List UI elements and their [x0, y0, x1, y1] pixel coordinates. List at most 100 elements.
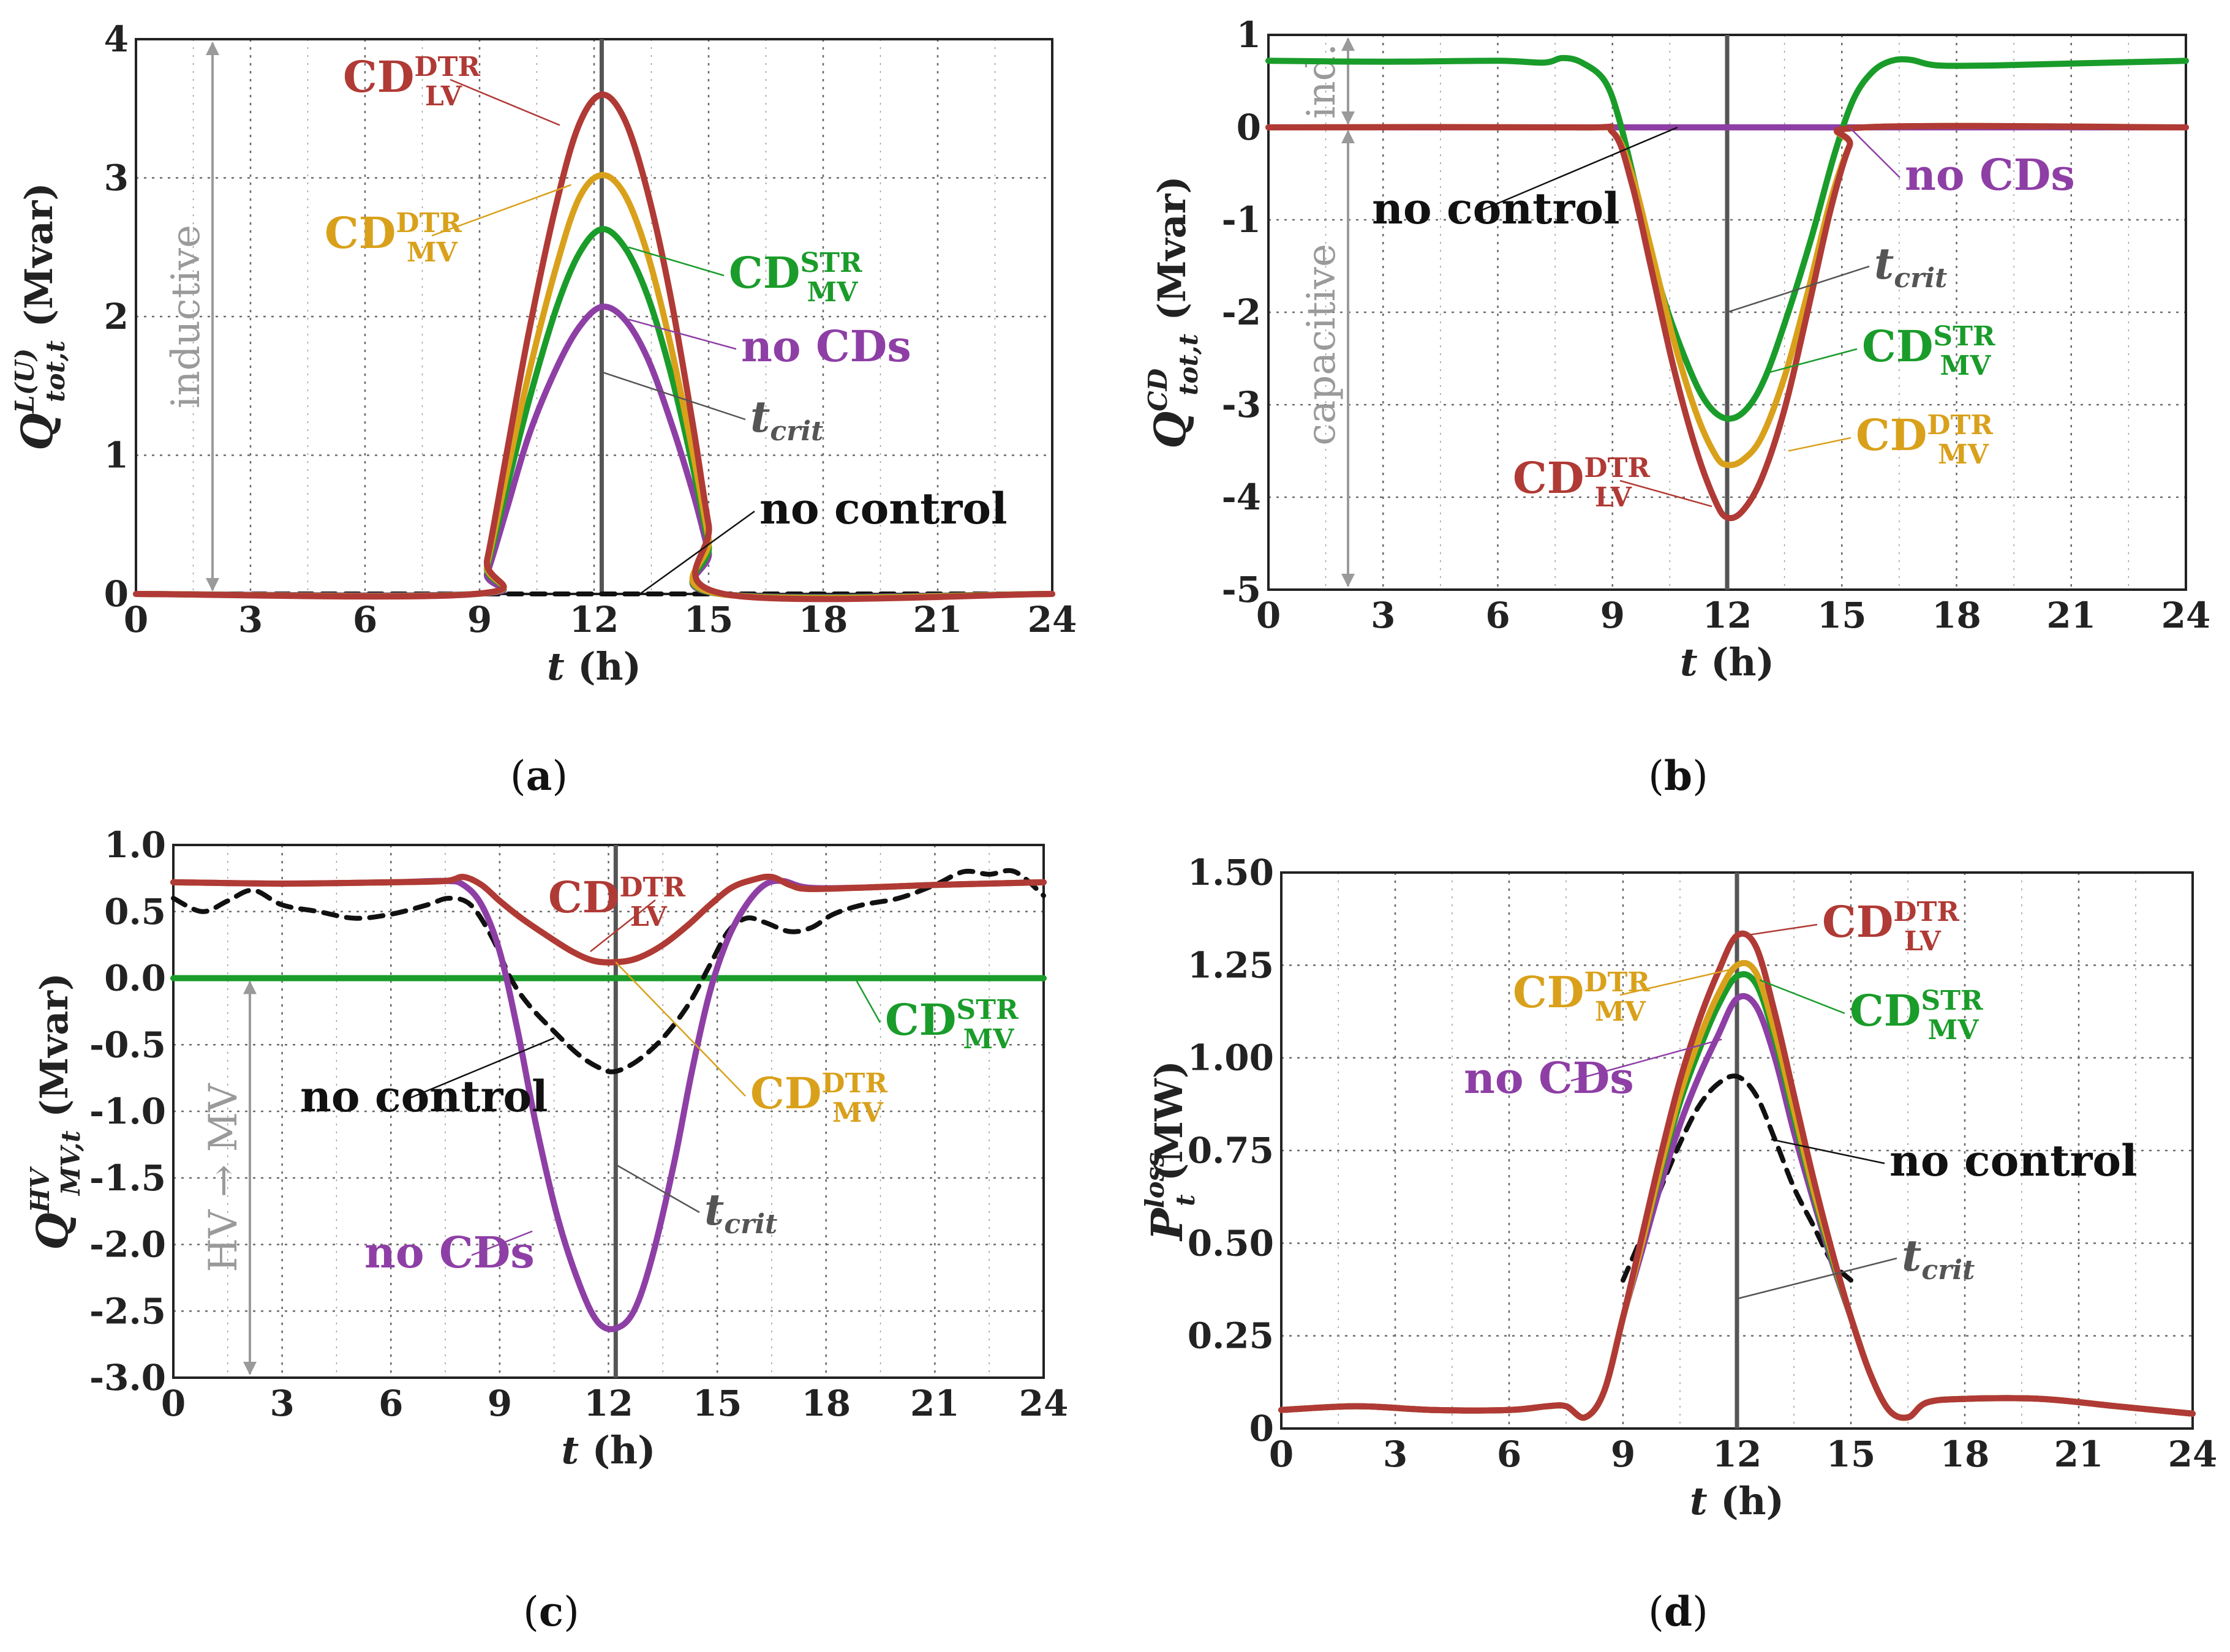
series-label-cd-str-mv: CDSTR MV: [1862, 321, 1995, 381]
x-tick-label: 15: [1826, 1433, 1876, 1475]
series-line-cd-str-mv: [1265, 54, 2189, 422]
series-line-cd-dtr-lv: [1278, 930, 2196, 1421]
leader-line: [639, 510, 755, 595]
y-tick-label: -3.0: [89, 1357, 166, 1399]
leader-line: [628, 246, 725, 277]
t-crit-label: tcrit: [704, 1184, 777, 1240]
series-label-cd-dtr-lv: CDDTR LV: [343, 51, 480, 112]
y-tick-label: 0: [104, 573, 129, 615]
y-axis-label: QL(U)tot,t (Mvar): [10, 182, 70, 450]
region-label: ind.: [1299, 43, 1344, 119]
leader-line: [590, 899, 656, 952]
x-tick-label: 12: [1703, 595, 1752, 636]
x-tick-label: 0: [161, 1383, 186, 1424]
region-arrow-head: [1341, 130, 1355, 143]
x-tick-label: 3: [269, 1383, 294, 1424]
t-crit-label: tcrit: [1874, 238, 1947, 294]
series-label-cd-dtr-mv: CDDTR MV: [750, 1068, 887, 1128]
x-tick-label: 15: [693, 1383, 742, 1424]
region-arrow-head: [1341, 574, 1355, 587]
x-tick-label: 0: [124, 599, 148, 640]
series-line-cd-dtr-lv: [170, 873, 1047, 966]
series-line-cd-dtr-lv: [133, 91, 1055, 603]
series-label-cd-dtr-lv: CDDTR LV: [1822, 896, 1959, 957]
x-tick-label: 12: [584, 1383, 633, 1424]
y-tick-label: -2.5: [89, 1290, 166, 1332]
y-axis-label: Plosst (MW): [1140, 1061, 1200, 1242]
y-tick-label: 0.50: [1188, 1222, 1274, 1264]
region-arrow-head: [206, 578, 219, 591]
region-arrow-head: [1341, 37, 1355, 51]
leader-line: [1744, 923, 1818, 937]
series-label-no-cds: no CDs: [1464, 1053, 1634, 1103]
x-tick-label: 21: [2046, 595, 2096, 636]
x-tick-label: 0: [1269, 1433, 1294, 1475]
x-tick-label: 21: [2054, 1433, 2104, 1475]
panel-caption-c: (c): [523, 1588, 579, 1635]
y-tick-label: 0.75: [1188, 1130, 1274, 1171]
leader-line: [1570, 1038, 1722, 1082]
series-label-cd-dtr-lv: CDDTR LV: [1513, 452, 1650, 513]
x-tick-label: 21: [910, 1383, 960, 1424]
leader-line: [1727, 265, 1870, 314]
region-label: HV → MV: [201, 1083, 246, 1272]
x-tick-label: 6: [353, 599, 377, 640]
leader-line: [471, 1230, 533, 1256]
region-arrow-head: [1341, 111, 1355, 125]
series-label-cd-dtr-mv: CDDTR MV: [1513, 967, 1650, 1027]
series-label-cd-dtr-lv: CDDTR LV: [548, 872, 685, 933]
plot-frame: [135, 38, 1053, 595]
panel-caption-d: (d): [1648, 1588, 1708, 1635]
series-label-no-control: no control: [1372, 183, 1620, 234]
y-tick-label: 0.0: [104, 958, 166, 999]
series-label-cd-str-mv: CDSTR MV: [885, 994, 1019, 1055]
x-tick-label: 18: [1932, 595, 1981, 636]
plot-frame: [172, 844, 1045, 1379]
x-tick-label: 12: [570, 599, 619, 640]
x-tick-label: 18: [1940, 1433, 1990, 1475]
series-label-cd-dtr-mv: CDDTR MV: [325, 208, 462, 268]
chart-panel-c: 0 3 6 9 12 15 18 21 24 -3.0 -2.5 -2.0 -1.5 -1.0 -0.5 0.…: [25, 824, 1068, 1635]
x-tick-label: 3: [1383, 1433, 1407, 1475]
y-axis-label: QCDtot,t (Mvar): [1143, 176, 1204, 448]
series-label-no-control: no control: [1889, 1135, 2138, 1186]
panel-caption-b: (b): [1648, 752, 1708, 800]
y-tick-label: 1: [104, 435, 129, 476]
y-tick-label: 1: [1237, 14, 1261, 56]
x-axis-label: t (h): [562, 1428, 656, 1473]
y-tick-label: -2: [1222, 291, 1261, 333]
x-tick-label: 24: [2161, 595, 2211, 636]
leader-line: [1769, 348, 1858, 374]
y-tick-label: 4: [104, 18, 129, 60]
series-line-cd-dtr-lv: [1265, 122, 2189, 522]
x-axis-label: t (h): [1680, 640, 1774, 685]
region-label: capacitive: [1299, 244, 1344, 446]
x-tick-label: 18: [799, 599, 848, 640]
leader-line: [1619, 479, 1712, 508]
x-tick-label: 9: [1600, 595, 1625, 636]
leader-line: [1788, 437, 1851, 452]
x-tick-label: 12: [1712, 1433, 1762, 1475]
y-tick-label: 0.5: [104, 891, 166, 933]
chart-panel-d: 0 3 6 9 12 15 18 21 24 0 0.25 0.50 0.75 1.00 1.25 1.50 t…: [1140, 852, 2217, 1635]
leader-line: [1848, 127, 1900, 178]
region-arrow-head: [243, 980, 257, 994]
t-crit-label: tcrit: [1902, 1230, 1975, 1286]
series-label-cd-dtr-mv: CDDTR MV: [1856, 410, 1993, 470]
x-tick-label: 24: [2168, 1433, 2218, 1475]
x-tick-label: 24: [1019, 1383, 1069, 1424]
leader-line: [1619, 968, 1734, 996]
x-tick-label: 15: [684, 599, 734, 640]
y-tick-label: 1.0: [104, 824, 166, 866]
y-tick-label: -1.5: [89, 1157, 166, 1199]
series-label-no-cds: no CDs: [741, 321, 911, 372]
x-axis-label: t (h): [547, 644, 641, 689]
leader-line: [854, 977, 881, 1023]
series-label-no-control: no control: [300, 1071, 548, 1122]
leader-line: [615, 961, 746, 1097]
y-tick-label: 1.50: [1188, 852, 1274, 893]
series-label-no-cds: no CDs: [1905, 149, 2075, 200]
leader-line: [1771, 1138, 1885, 1165]
